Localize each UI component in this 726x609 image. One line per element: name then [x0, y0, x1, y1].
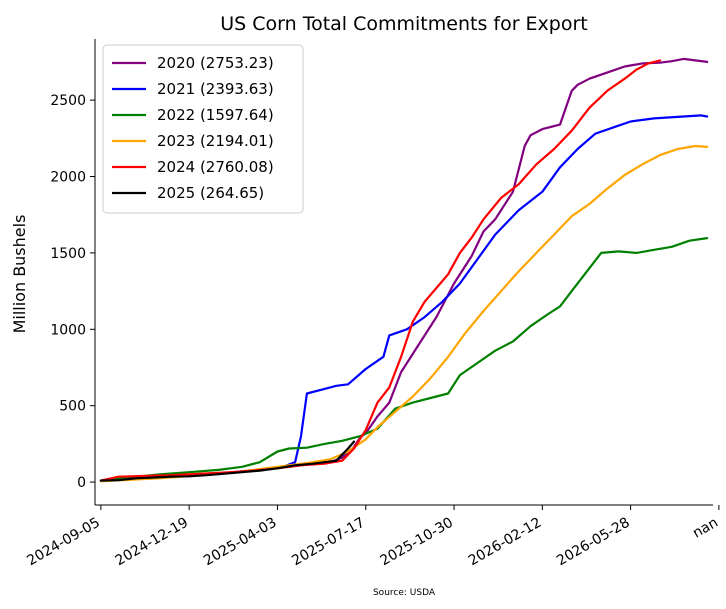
source-note: Source: USDA	[373, 588, 436, 598]
y-tick-label: 2500	[50, 93, 86, 109]
x-tick-label: 2025-10-30	[378, 515, 456, 570]
x-tick-label: 2025-04-03	[201, 515, 279, 570]
x-tick-label: 2024-09-05	[24, 515, 102, 570]
legend-label-2020: 2020 (2753.23)	[157, 54, 274, 72]
chart-title: US Corn Total Commitments for Export	[220, 13, 588, 35]
y-tick-label: 0	[77, 475, 86, 491]
legend-label-2021: 2021 (2393.63)	[157, 80, 274, 98]
y-tick-label: 1500	[50, 246, 86, 262]
legend-box	[102, 44, 304, 214]
legend: 2020 (2753.23) 2021 (2393.63) 2022 (1597.6…	[102, 44, 304, 214]
y-tick-label: 2000	[50, 170, 86, 186]
y-axis-label: Million Bushels	[10, 215, 29, 334]
x-tick-label: 2024-12-19	[113, 515, 191, 570]
y-tick-label: 500	[59, 399, 86, 415]
series-line-2025	[99, 440, 356, 482]
legend-label-2023: 2023 (2194.01)	[157, 132, 274, 150]
legend-label-2022: 2022 (1597.64)	[157, 106, 274, 124]
y-tick-label: 1000	[50, 322, 86, 338]
series-line-2022	[99, 237, 709, 482]
legend-label-2024: 2024 (2760.08)	[157, 158, 274, 176]
legend-label-2025: 2025 (264.65)	[157, 184, 264, 202]
x-tick-label: nan	[690, 515, 721, 542]
x-tick-label: 2026-05-28	[554, 515, 632, 570]
x-tick-label: 2025-07-17	[289, 515, 367, 570]
x-tick-label: 2026-02-12	[466, 515, 544, 570]
